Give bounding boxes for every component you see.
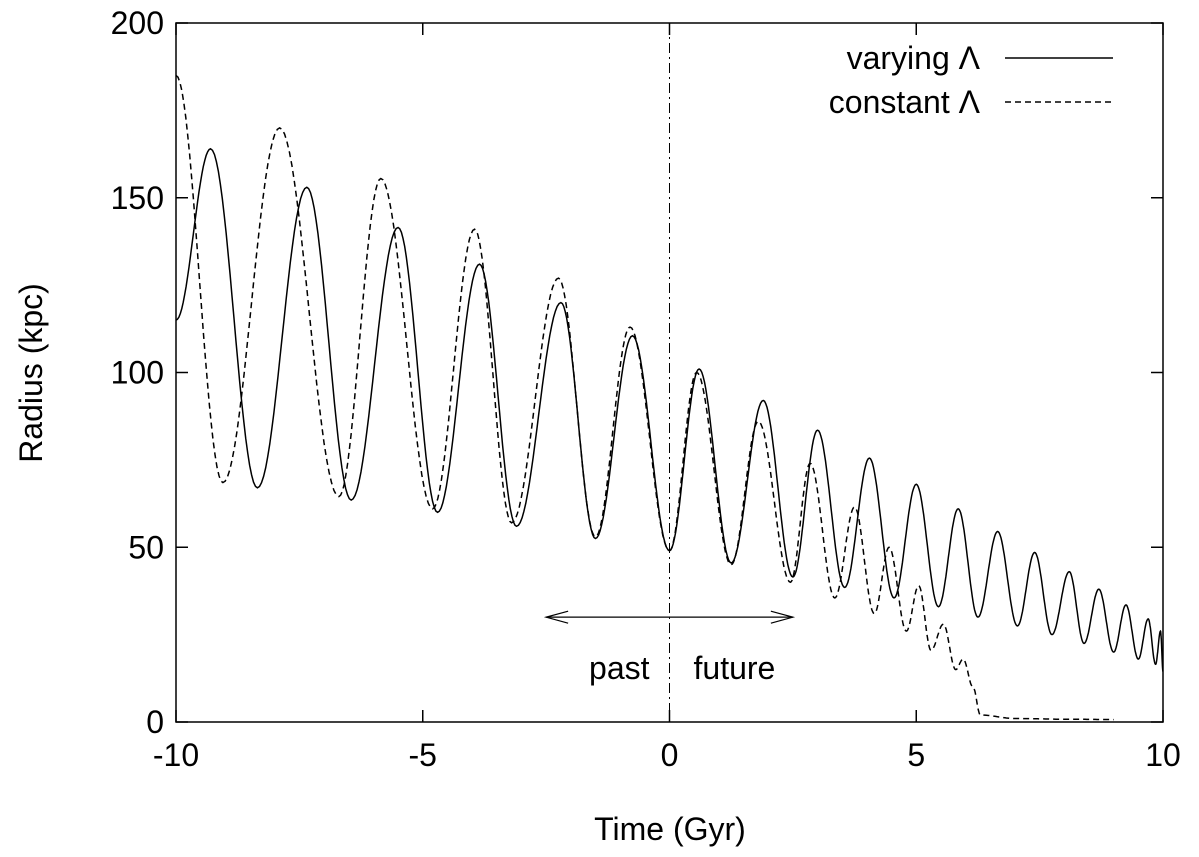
x-tick-label: 10 — [1145, 737, 1181, 773]
x-axis-label: Time (Gyr) — [594, 811, 746, 847]
series-group — [175, 74, 1164, 721]
x-tick-label: -10 — [153, 737, 199, 773]
series-line-constant-lambda — [175, 74, 1114, 721]
y-axis-label: Radius (kpc) — [13, 283, 49, 463]
y-tick-label: 50 — [128, 529, 164, 565]
annotation-group: past future — [543, 23, 796, 722]
past-arrow-head — [543, 610, 569, 624]
legend-label: constant Λ — [829, 84, 981, 120]
future-arrow-head — [770, 610, 796, 624]
y-tick-label: 150 — [111, 180, 164, 216]
past-label: past — [589, 650, 650, 686]
x-tick-label: 5 — [907, 737, 925, 773]
series-line-varying-lambda — [175, 147, 1164, 672]
legend-group: varying Λ constant Λ — [829, 40, 1113, 120]
future-label: future — [694, 650, 776, 686]
y-tick-label: 0 — [146, 704, 164, 740]
y-tick-label: 200 — [111, 5, 164, 41]
legend-label: varying Λ — [847, 40, 981, 76]
y-tick-label: 100 — [111, 355, 164, 391]
x-tick-label: 0 — [661, 737, 679, 773]
x-tick-label: -5 — [409, 737, 437, 773]
